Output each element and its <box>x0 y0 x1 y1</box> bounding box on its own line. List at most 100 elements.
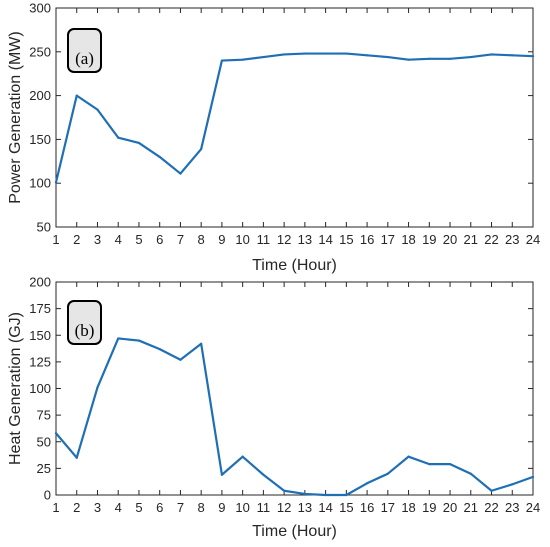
data-point <box>220 59 224 62</box>
x-tick-label: 20 <box>443 232 457 247</box>
plot-area-frame <box>55 7 534 228</box>
data-point <box>386 472 389 475</box>
x-tick-label: 12 <box>277 500 291 515</box>
x-tick-label: 16 <box>360 232 374 247</box>
data-point <box>200 342 203 345</box>
chart-panel-a: 1 2 3 4 5 6 7 8 9 10 11 12 13 14 15 16 17 18 19 20 21 22 23 245… <box>7 1 540 275</box>
data-point <box>428 57 431 60</box>
data-point <box>241 58 244 61</box>
data-point <box>531 475 535 478</box>
x-tick-label: 4 <box>115 232 122 247</box>
data-point <box>448 57 452 60</box>
x-tick-label: 12 <box>277 232 291 247</box>
x-tick-label: 9 <box>218 500 225 515</box>
data-point <box>75 456 78 459</box>
data-point <box>220 473 224 476</box>
y-tick-label: 50 <box>37 434 51 449</box>
data-point <box>324 52 327 55</box>
y-tick-label: 75 <box>37 408 51 423</box>
plot-area-frame <box>55 281 534 496</box>
series-line <box>54 337 535 497</box>
y-tick-label: 25 <box>37 461 51 476</box>
data-point <box>96 386 99 389</box>
data-point <box>179 172 182 175</box>
x-tick-label: 13 <box>298 232 312 247</box>
x-tick-label: 6 <box>156 232 163 247</box>
panel-label-box <box>67 28 102 73</box>
data-point <box>283 53 286 56</box>
x-tick-label: 24 <box>526 232 540 247</box>
data-point <box>490 53 493 56</box>
data-point <box>54 432 58 435</box>
data-point <box>303 52 306 55</box>
x-axis-title: Time (Hour) <box>252 523 337 540</box>
data-point <box>96 108 99 111</box>
x-tick-label: 1 <box>52 232 59 247</box>
data-point <box>117 136 120 139</box>
data-point <box>345 52 348 55</box>
y-axis-title: Power Generation (MW) <box>7 31 24 204</box>
x-tick-label: 11 <box>257 500 271 515</box>
x-tick-label: 5 <box>135 232 142 247</box>
data-point <box>469 472 472 475</box>
data-point <box>283 489 286 492</box>
x-tick-label: 10 <box>235 232 249 247</box>
panel-label: (a) <box>75 49 94 68</box>
x-tick-label: 15 <box>339 232 353 247</box>
data-point <box>241 455 244 458</box>
data-point <box>428 463 431 466</box>
data-point <box>511 483 514 486</box>
x-tick-label: 14 <box>318 232 332 247</box>
data-point <box>407 455 410 458</box>
series-line <box>54 52 535 184</box>
y-tick-label: 250 <box>29 44 51 59</box>
data-point <box>179 358 182 361</box>
x-tick-label: 10 <box>235 500 249 515</box>
data-point <box>511 54 514 57</box>
data-point <box>200 147 203 151</box>
y-tick-label: 100 <box>29 381 51 396</box>
x-tick-label: 18 <box>401 232 415 247</box>
data-point <box>158 347 161 351</box>
data-point <box>531 55 535 58</box>
y-tick-label: 200 <box>29 88 51 103</box>
data-point <box>54 181 58 184</box>
x-tick-label: 4 <box>115 500 122 515</box>
data-point <box>324 493 327 497</box>
y-tick-label: 200 <box>29 275 51 290</box>
x-tick-label: 22 <box>484 500 498 515</box>
x-tick-label: 7 <box>177 500 184 515</box>
x-tick-label: 11 <box>257 232 271 247</box>
x-tick-label: 1 <box>52 500 59 515</box>
x-tick-label: 5 <box>135 500 142 515</box>
panel-label: (b) <box>75 321 95 340</box>
y-tick-label: 175 <box>29 301 51 316</box>
x-tick-label: 17 <box>381 232 395 247</box>
data-point <box>448 463 452 466</box>
data-point <box>490 489 493 492</box>
y-tick-label: 125 <box>29 354 51 369</box>
chart-panel-b: 1 2 3 4 5 6 7 8 9 10 11 12 13 14 15 16 17 18 19 20 21 22 23 240… <box>7 275 540 541</box>
x-tick-label: 19 <box>422 232 436 247</box>
x-tick-label: 19 <box>422 500 436 515</box>
y-tick-label: 100 <box>29 176 51 191</box>
y-tick-label: 300 <box>29 1 51 16</box>
data-point <box>158 155 161 159</box>
x-tick-label: 9 <box>218 232 225 247</box>
data-point <box>386 55 389 59</box>
data-point <box>365 54 369 57</box>
data-point <box>365 482 369 485</box>
x-tick-label: 8 <box>198 500 205 515</box>
data-point <box>117 337 120 340</box>
data-point <box>262 55 265 59</box>
x-tick-label: 18 <box>401 500 415 515</box>
x-tick-label: 3 <box>94 500 101 515</box>
x-tick-label: 24 <box>526 500 540 515</box>
x-tick-label: 13 <box>298 500 312 515</box>
data-point <box>262 473 265 476</box>
y-tick-label: 150 <box>29 132 51 147</box>
y-tick-label: 150 <box>29 328 51 343</box>
x-tick-label: 2 <box>73 232 80 247</box>
y-tick-label: 50 <box>37 220 51 235</box>
